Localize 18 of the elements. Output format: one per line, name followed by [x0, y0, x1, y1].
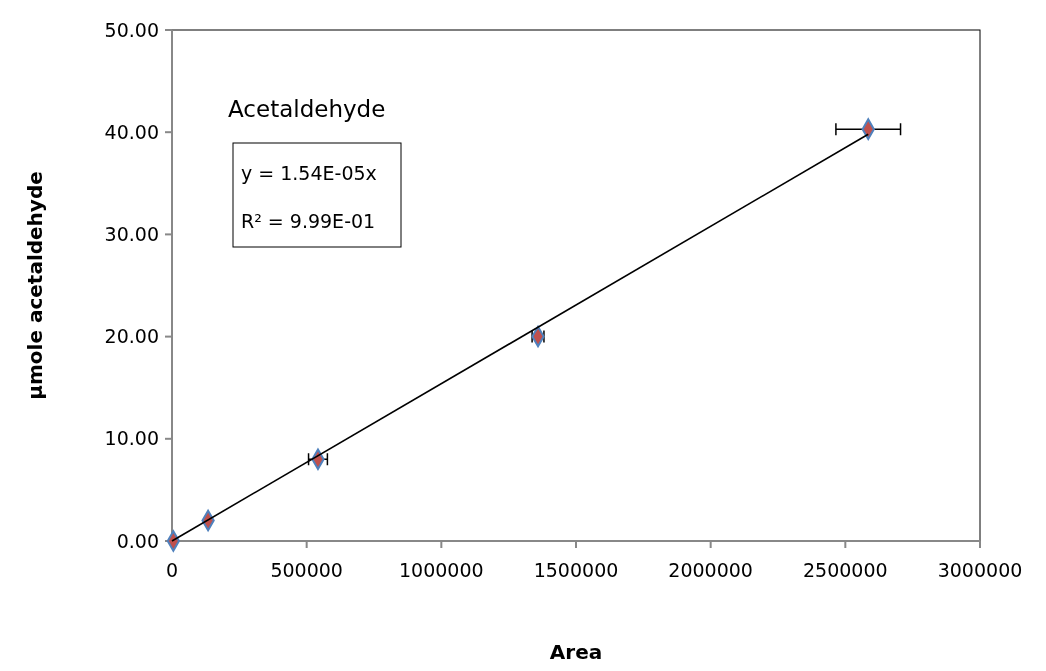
x-tick-label: 3000000 [937, 559, 1023, 581]
y-tick-label: 20.00 [104, 325, 159, 348]
y-tick-label: 0.00 [116, 529, 159, 552]
y-tick-label: 30.00 [104, 223, 159, 246]
annotation: y = 1.54E-05x [241, 162, 377, 184]
x-tick-label: 2500000 [803, 559, 888, 581]
x-tick-label: 0 [165, 559, 179, 581]
x-tick-label: 500000 [270, 559, 343, 581]
y-tick-label: 50.00 [104, 18, 159, 41]
x-tick-label: 1500000 [533, 559, 619, 581]
y-axis-title: µmole acetaldehyde [23, 171, 47, 400]
annotation: R² = 9.99E-01 [241, 210, 376, 232]
x-tick-label: 2000000 [668, 559, 753, 581]
y-tick-label: 10.00 [104, 427, 159, 450]
x-axis-title: Area [549, 640, 603, 664]
y-tick-label: 40.00 [104, 120, 159, 143]
text: Acetaldehyde [228, 96, 386, 122]
x-tick-label: 1000000 [399, 559, 484, 581]
